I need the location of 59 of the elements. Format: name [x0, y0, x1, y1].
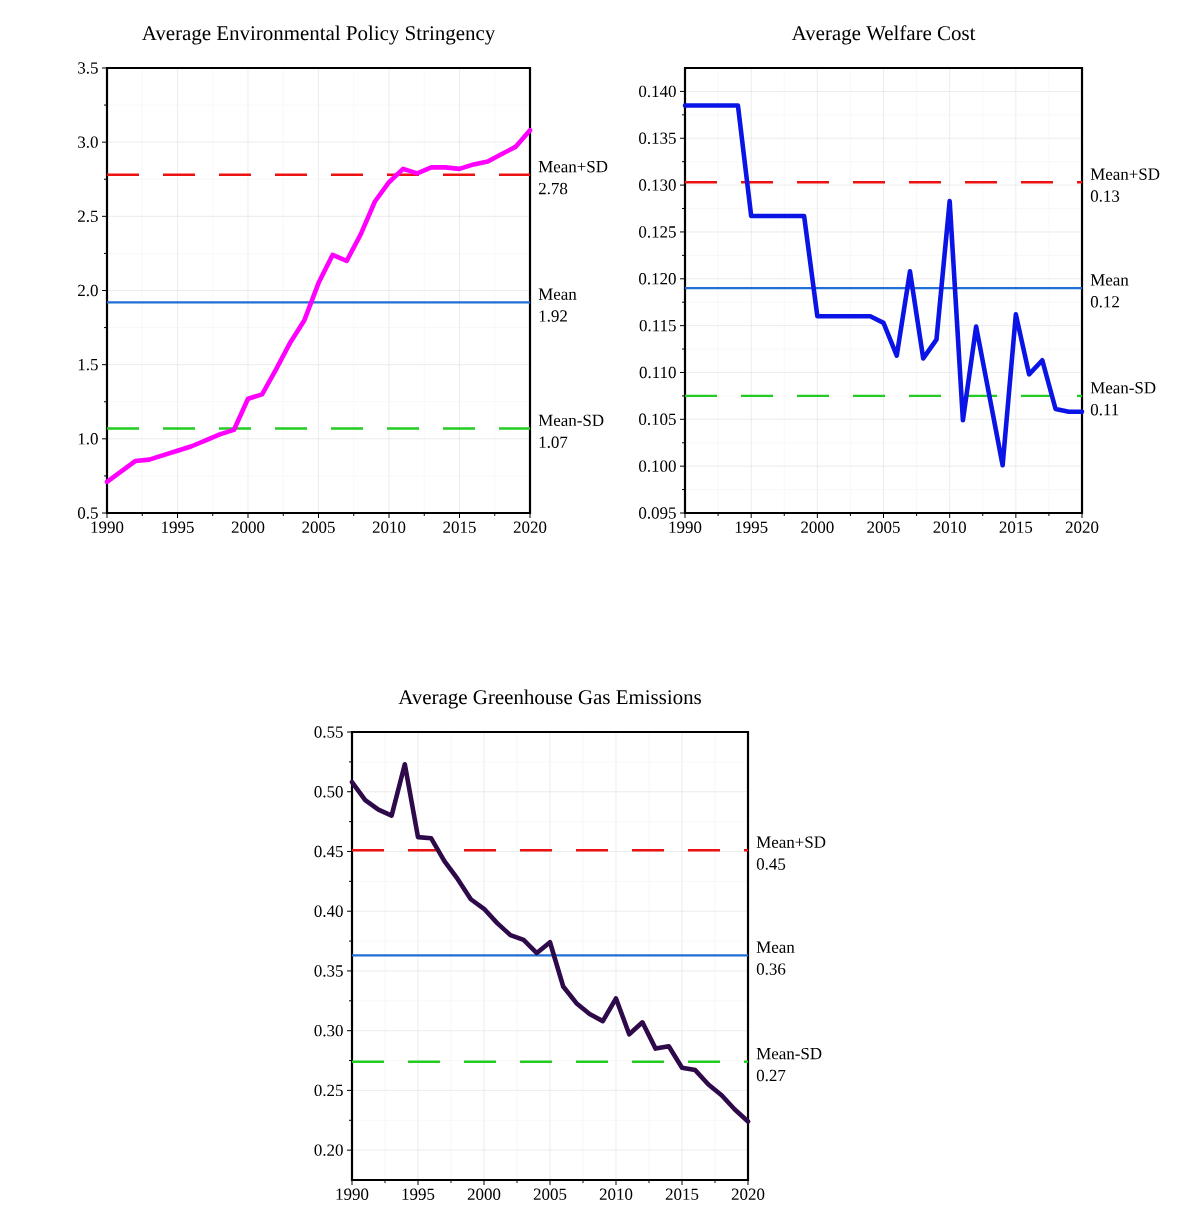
- ref-line-label: Mean-SD 0.11: [1090, 382, 1156, 416]
- x-tick-label: 2010: [372, 521, 406, 533]
- y-tick-label: 0.115: [639, 319, 676, 332]
- x-tick-label: 2015: [665, 1188, 699, 1200]
- x-tick-label: 2005: [302, 521, 335, 533]
- ref-line-label: Mean-SD 0.27: [756, 1047, 822, 1082]
- y-tick-label: 0.130: [639, 179, 676, 191]
- x-tick-label: 1990: [669, 521, 702, 533]
- y-tick-label: 0.30: [314, 1024, 343, 1037]
- x-tick-label: 2000: [231, 521, 265, 533]
- y-tick-label: 0.105: [639, 413, 676, 426]
- ref-line-label: Mean+SD 0.45: [756, 836, 826, 870]
- x-tick-label: 1990: [336, 1188, 369, 1200]
- chart-title: Average Greenhouse Gas Emissions: [398, 689, 701, 709]
- line-series: [349, 761, 751, 1124]
- y-tick-label: 0.40: [314, 905, 343, 917]
- y-tick-label: 2.5: [78, 210, 98, 223]
- x-tick-label: 1995: [402, 1188, 435, 1200]
- y-tick-label: 0.35: [314, 965, 343, 977]
- y-tick-label: 0.095: [639, 507, 676, 519]
- y-tick-label: 0.135: [639, 132, 676, 145]
- ref-line-label: Mean 1.92: [538, 288, 577, 322]
- y-tick-label: 0.5: [77, 507, 98, 519]
- y-tick-label: 0.50: [314, 785, 343, 798]
- y-tick-label: 0.110: [639, 366, 676, 379]
- x-tick-label: 2000: [467, 1188, 501, 1200]
- x-tick-label: 2015: [999, 521, 1033, 533]
- y-tick-label: 0.140: [639, 85, 676, 98]
- x-tick-label: 2000: [801, 521, 834, 533]
- y-tick-label: 0.20: [314, 1144, 343, 1156]
- ref-line-label: Mean-SD 1.07: [538, 414, 604, 449]
- y-tick-label: 0.125: [639, 226, 676, 238]
- y-tick-label: 0.55: [314, 726, 343, 738]
- x-tick-label: 2005: [867, 521, 900, 533]
- y-tick-label: 0.100: [639, 460, 676, 472]
- y-tick-label: 1.0: [78, 433, 98, 445]
- ref-line-label: Mean 0.12: [1090, 274, 1129, 308]
- y-tick-label: 3.0: [78, 136, 98, 148]
- x-tick-label: 2020: [513, 521, 547, 533]
- x-tick-label: 1995: [735, 521, 768, 533]
- y-tick-label: 0.120: [639, 273, 676, 285]
- y-tick-label: 0.45: [314, 845, 343, 858]
- ref-line-label: Mean+SD 0.13: [1090, 168, 1160, 202]
- y-tick-label: 1.5: [78, 358, 98, 371]
- chart-title: Average Welfare Cost: [791, 25, 976, 45]
- x-tick-label: 2005: [533, 1188, 567, 1200]
- y-tick-label: 3.5: [78, 62, 98, 74]
- ref-line-label: Mean+SD 2.78: [538, 161, 608, 195]
- y-tick-label: 0.25: [314, 1084, 343, 1097]
- chart-title: Average Environmental Policy Stringency: [141, 25, 496, 45]
- x-tick-label: 2015: [443, 521, 476, 533]
- x-tick-label: 2020: [1065, 521, 1099, 533]
- x-tick-label: 2010: [599, 1188, 633, 1200]
- y-tick-label: 2.0: [78, 284, 98, 297]
- x-tick-label: 1995: [162, 521, 194, 533]
- x-tick-label: 2010: [933, 521, 966, 533]
- x-tick-label: 1990: [91, 521, 124, 533]
- ref-line-label: Mean 0.36: [756, 941, 795, 975]
- x-tick-label: 2020: [731, 1188, 765, 1200]
